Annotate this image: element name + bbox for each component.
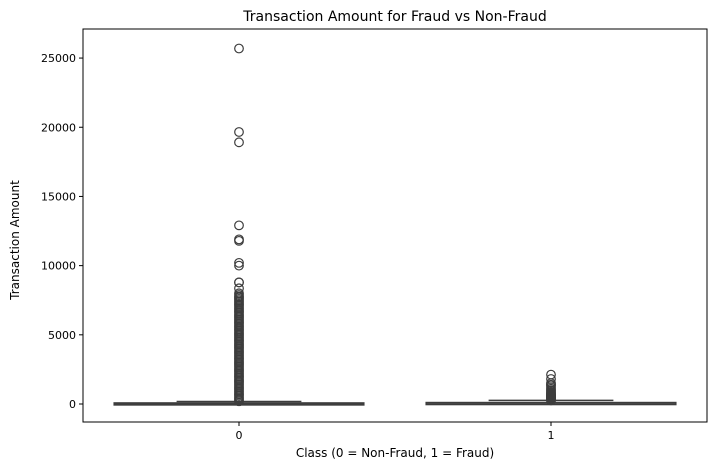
y-tick-label: 10000 (41, 260, 76, 273)
outlier-point (234, 257, 244, 268)
outlier-point (234, 396, 244, 407)
y-tick-label: 5000 (48, 329, 76, 342)
x-tick-label: 1 (548, 429, 555, 442)
x-axis-label: Class (0 = Non-Fraud, 1 = Fraud) (296, 446, 494, 460)
y-tick-label: 0 (69, 398, 76, 411)
x-tick-label: 0 (236, 429, 243, 442)
box-series (113, 43, 677, 407)
y-tick-label: 25000 (41, 52, 76, 65)
outlier-point (234, 137, 244, 148)
plot-area (82, 28, 708, 423)
outlier-point (234, 235, 244, 246)
outlier-point (234, 127, 244, 137)
y-axis: 0 5000 10000 15000 20000 25000 (41, 52, 83, 411)
outlier-point (546, 395, 556, 406)
y-tick-label: 20000 (41, 121, 76, 134)
outlier-point (234, 220, 244, 231)
y-tick-label: 15000 (41, 190, 76, 203)
outlier-point (234, 43, 244, 54)
outlier-point (234, 260, 244, 271)
y-axis-label: Transaction Amount (8, 180, 22, 301)
outlier-point (234, 277, 244, 288)
chart-title: Transaction Amount for Fraud vs Non-Frau… (242, 9, 546, 25)
